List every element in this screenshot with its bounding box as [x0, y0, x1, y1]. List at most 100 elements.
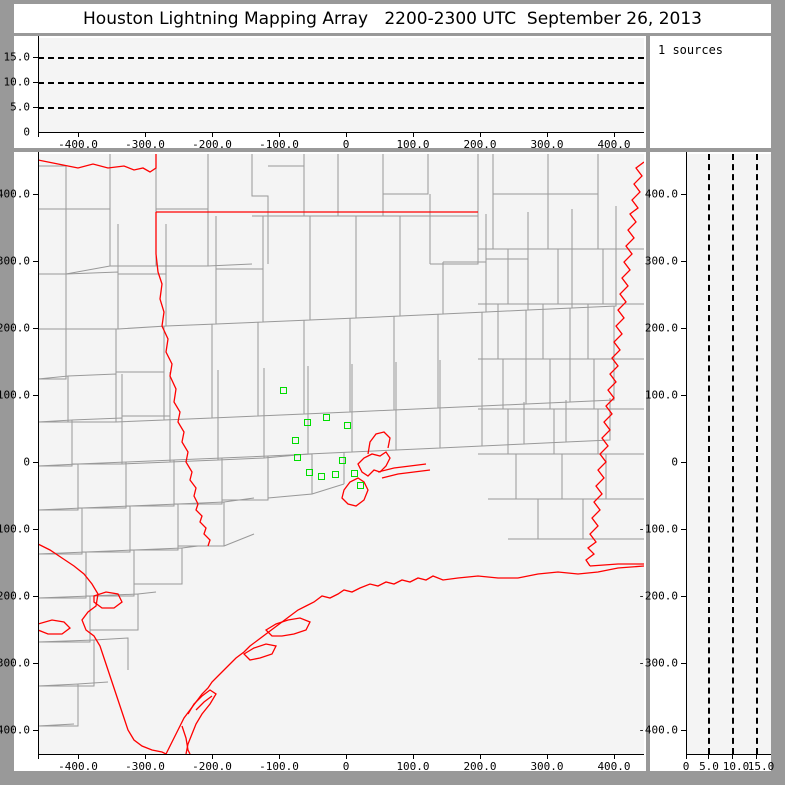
east-height-y-axis-line: [686, 152, 687, 755]
map-y-tick-label-400: 400.0: [0, 187, 30, 201]
east-height-panel: 400.0 300.0 200.0 100.0 0 -100.0 -200.0 …: [638, 152, 774, 773]
x-tick-label-300: 300.0: [530, 138, 564, 151]
eh-x-tick-5: [708, 754, 709, 759]
x-tick-label--100: -100.0: [259, 138, 299, 151]
eh-y-tick-label--200: -200.0: [638, 589, 678, 603]
x-tick-minus460: [38, 132, 39, 137]
source-count-panel[interactable]: 1 sources: [650, 36, 771, 148]
x-tick-label-400: 400.0: [597, 138, 631, 151]
y-tick-10: [33, 82, 39, 83]
y-axis-line: [38, 36, 39, 133]
map-y-tick-label-100: 100.0: [0, 388, 30, 402]
lma-station-marker[interactable]: [339, 457, 346, 464]
map-y-tick-400: [33, 194, 39, 195]
eh-y-tick-label-0: 0: [671, 455, 678, 469]
map-x-tick-label-400: 400.0: [597, 760, 631, 773]
map-x-tick-300: [547, 754, 548, 759]
x-tick-0: [346, 132, 347, 137]
x-tick-label-0: 0: [342, 138, 350, 151]
x-tick-label--200: -200.0: [192, 138, 232, 151]
lma-station-marker[interactable]: [280, 387, 287, 394]
eh-y-tick-label-100: 100.0: [644, 388, 678, 402]
eh-x-tick-10: [732, 754, 733, 759]
x-tick-label--400: -400.0: [58, 138, 98, 151]
lma-station-marker[interactable]: [357, 482, 364, 489]
eh-y-tick-label--400: -400.0: [638, 723, 678, 737]
map-y-tick-100: [33, 395, 39, 396]
map-x-tick-label-200: 200.0: [463, 760, 497, 773]
page-title: Houston Lightning Mapping Array 2200-230…: [83, 8, 702, 29]
gridline-x-10: [732, 154, 734, 754]
x-tick-label--300: -300.0: [125, 138, 165, 151]
time-height-panel: 15.0 10.0 5.0 0 -400.0 -300.0 -200.0 -10…: [4, 36, 646, 151]
east-height-plot-area[interactable]: [686, 154, 771, 754]
y-tick-label-15: 15.0: [3, 50, 31, 64]
eh-x-tick-15: [756, 754, 757, 759]
gridline-y-5: [38, 107, 644, 109]
gridline-y-10: [38, 82, 644, 84]
lma-station-marker[interactable]: [323, 414, 330, 421]
map-x-tick-400: [614, 754, 615, 759]
plan-view-map-panel: 400.0 300.0 200.0 100.0 0 -100.0 -200.0 …: [0, 152, 646, 773]
map-x-tick-left-edge: [38, 754, 39, 759]
lma-station-marker[interactable]: [306, 469, 313, 476]
eh-y-tick-300: [681, 261, 687, 262]
time-height-plot-area[interactable]: [38, 38, 644, 132]
map-y-tick-200: [33, 328, 39, 329]
x-tick-200: [480, 132, 481, 137]
lma-station-marker[interactable]: [332, 471, 339, 478]
eh-x-tick-label-15: 15.0: [747, 760, 775, 773]
lma-station-marker[interactable]: [344, 422, 351, 429]
lma-station-marker[interactable]: [318, 473, 325, 480]
y-tick-label-10: 10.0: [3, 75, 31, 89]
y-tick-label-5: 5.0: [10, 100, 30, 114]
map-x-tick--100: [279, 754, 280, 759]
map-x-tick-200: [480, 754, 481, 759]
lma-station-marker[interactable]: [304, 419, 311, 426]
eh-y-tick-label-200: 200.0: [644, 321, 678, 335]
map-y-tick-label--100: -100.0: [0, 522, 30, 536]
map-y-tick-label--200: -200.0: [0, 589, 30, 603]
lma-station-marker[interactable]: [294, 454, 301, 461]
eh-y-tick-label--300: -300.0: [638, 656, 678, 670]
map-x-tick-label-0: 0: [342, 760, 350, 773]
eh-x-tick-label-10: 10.0: [722, 760, 750, 773]
x-tick-label-100: 100.0: [396, 138, 430, 151]
eh-y-tick-400: [681, 194, 687, 195]
x-tick-label-200: 200.0: [463, 138, 497, 151]
eh-y-tick-label-400: 400.0: [644, 187, 678, 201]
eh-y-tick-200: [681, 328, 687, 329]
eh-y-tick--300: [681, 663, 687, 664]
map-x-tick-label--300: -300.0: [125, 760, 165, 773]
map-y-tick-label--400: -400.0: [0, 723, 30, 737]
eh-y-tick--200: [681, 596, 687, 597]
eh-x-tick-label-0: 0: [682, 760, 690, 773]
x-tick-300: [547, 132, 548, 137]
map-y-tick-label--300: -300.0: [0, 656, 30, 670]
x-tick--200: [212, 132, 213, 137]
x-tick--100: [279, 132, 280, 137]
y-tick-15: [33, 57, 39, 58]
eh-x-tick-0: [686, 754, 687, 759]
eh-y-tick-label--100: -100.0: [638, 522, 678, 536]
gridline-y-15: [38, 57, 644, 59]
state-borders-and-coastline: [38, 154, 644, 754]
map-x-tick--400: [78, 754, 79, 759]
map-geography: [38, 154, 644, 754]
x-tick-400: [614, 132, 615, 137]
map-x-tick-0: [346, 754, 347, 759]
map-y-tick--200: [33, 596, 39, 597]
eh-y-tick--400: [681, 730, 687, 731]
map-plot-area[interactable]: [38, 154, 644, 754]
lma-station-marker[interactable]: [292, 437, 299, 444]
gridline-x-5: [708, 154, 710, 754]
map-y-tick-label-300: 300.0: [0, 254, 30, 268]
eh-y-tick--100: [681, 529, 687, 530]
gridline-x-15: [756, 154, 758, 754]
map-x-axis-line: [38, 754, 644, 755]
map-y-tick-0: [33, 462, 39, 463]
x-tick--300: [145, 132, 146, 137]
lma-station-marker[interactable]: [351, 470, 358, 477]
map-x-tick-label--100: -100.0: [259, 760, 299, 773]
